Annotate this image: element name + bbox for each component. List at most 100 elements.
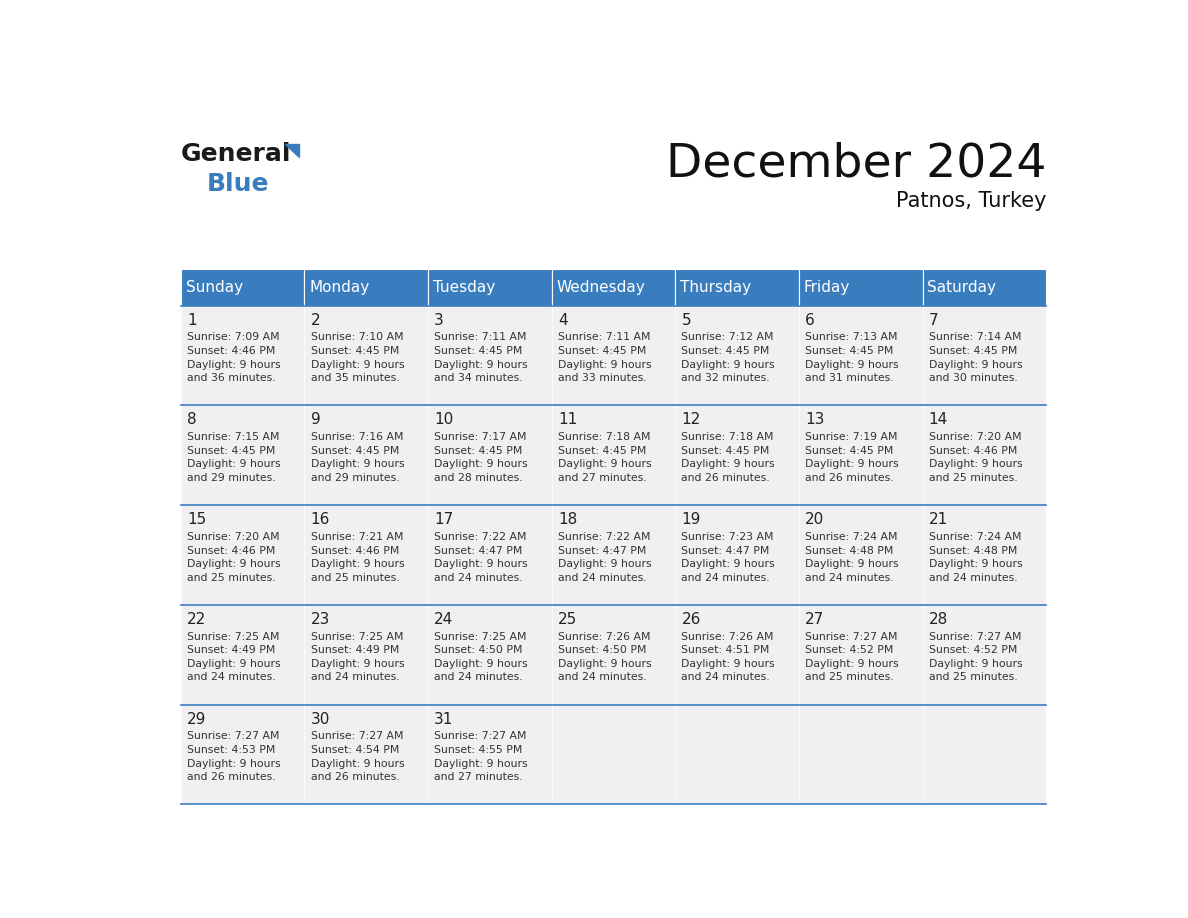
Bar [304,704,428,804]
Text: 3: 3 [434,313,444,328]
Text: Thursday: Thursday [681,280,751,295]
Bar [551,269,675,306]
Text: 20: 20 [805,512,824,527]
Text: Sunrise: 7:25 AM
Sunset: 4:49 PM
Daylight: 9 hours
and 24 minutes.: Sunrise: 7:25 AM Sunset: 4:49 PM Dayligh… [310,632,404,682]
Text: 13: 13 [805,412,824,428]
Bar [798,406,923,505]
Text: Sunrise: 7:14 AM
Sunset: 4:45 PM
Daylight: 9 hours
and 30 minutes.: Sunrise: 7:14 AM Sunset: 4:45 PM Dayligh… [929,332,1023,383]
Text: Sunrise: 7:27 AM
Sunset: 4:55 PM
Daylight: 9 hours
and 27 minutes.: Sunrise: 7:27 AM Sunset: 4:55 PM Dayligh… [434,732,527,782]
Bar [675,605,798,704]
Text: 18: 18 [558,512,577,527]
Text: Sunrise: 7:22 AM
Sunset: 4:47 PM
Daylight: 9 hours
and 24 minutes.: Sunrise: 7:22 AM Sunset: 4:47 PM Dayligh… [558,532,651,583]
Text: 10: 10 [434,412,454,428]
Text: Friday: Friday [804,280,851,295]
Text: 24: 24 [434,612,454,627]
Text: 2: 2 [310,313,321,328]
Text: 23: 23 [310,612,330,627]
Bar [428,704,551,804]
Text: Sunrise: 7:11 AM
Sunset: 4:45 PM
Daylight: 9 hours
and 33 minutes.: Sunrise: 7:11 AM Sunset: 4:45 PM Dayligh… [558,332,651,383]
Text: Sunrise: 7:27 AM
Sunset: 4:53 PM
Daylight: 9 hours
and 26 minutes.: Sunrise: 7:27 AM Sunset: 4:53 PM Dayligh… [187,732,280,782]
Text: 16: 16 [310,512,330,527]
Bar [428,505,551,605]
Text: 31: 31 [434,711,454,727]
Text: 1: 1 [187,313,196,328]
Bar [181,505,304,605]
Bar [923,704,1047,804]
Text: 9: 9 [310,412,321,428]
Bar [551,406,675,505]
Text: Sunrise: 7:26 AM
Sunset: 4:50 PM
Daylight: 9 hours
and 24 minutes.: Sunrise: 7:26 AM Sunset: 4:50 PM Dayligh… [558,632,651,682]
Bar [923,306,1047,406]
Bar [923,269,1047,306]
Text: Sunrise: 7:19 AM
Sunset: 4:45 PM
Daylight: 9 hours
and 26 minutes.: Sunrise: 7:19 AM Sunset: 4:45 PM Dayligh… [805,432,898,483]
Bar [798,269,923,306]
Bar [428,306,551,406]
Bar [551,505,675,605]
Bar [181,306,304,406]
Bar [798,505,923,605]
Text: 15: 15 [187,512,207,527]
Bar [304,406,428,505]
Text: Sunrise: 7:13 AM
Sunset: 4:45 PM
Daylight: 9 hours
and 31 minutes.: Sunrise: 7:13 AM Sunset: 4:45 PM Dayligh… [805,332,898,383]
Text: Sunrise: 7:15 AM
Sunset: 4:45 PM
Daylight: 9 hours
and 29 minutes.: Sunrise: 7:15 AM Sunset: 4:45 PM Dayligh… [187,432,280,483]
Bar [551,704,675,804]
Text: Sunrise: 7:22 AM
Sunset: 4:47 PM
Daylight: 9 hours
and 24 minutes.: Sunrise: 7:22 AM Sunset: 4:47 PM Dayligh… [434,532,527,583]
Text: 27: 27 [805,612,824,627]
Bar [181,704,304,804]
Text: 14: 14 [929,412,948,428]
Text: 30: 30 [310,711,330,727]
Bar [304,269,428,306]
Text: 4: 4 [558,313,568,328]
Bar [675,269,798,306]
Bar [923,605,1047,704]
Text: 28: 28 [929,612,948,627]
Text: 22: 22 [187,612,207,627]
Bar [304,605,428,704]
Text: 5: 5 [682,313,691,328]
Text: 7: 7 [929,313,939,328]
Text: Sunrise: 7:25 AM
Sunset: 4:49 PM
Daylight: 9 hours
and 24 minutes.: Sunrise: 7:25 AM Sunset: 4:49 PM Dayligh… [187,632,280,682]
Text: 21: 21 [929,512,948,527]
Text: Sunrise: 7:20 AM
Sunset: 4:46 PM
Daylight: 9 hours
and 25 minutes.: Sunrise: 7:20 AM Sunset: 4:46 PM Dayligh… [187,532,280,583]
Text: Sunrise: 7:23 AM
Sunset: 4:47 PM
Daylight: 9 hours
and 24 minutes.: Sunrise: 7:23 AM Sunset: 4:47 PM Dayligh… [682,532,775,583]
Text: 29: 29 [187,711,207,727]
Text: 25: 25 [558,612,577,627]
Bar [551,605,675,704]
Bar [428,269,551,306]
Text: Saturday: Saturday [928,280,997,295]
Text: 17: 17 [434,512,454,527]
Text: 8: 8 [187,412,196,428]
Text: Sunrise: 7:27 AM
Sunset: 4:52 PM
Daylight: 9 hours
and 25 minutes.: Sunrise: 7:27 AM Sunset: 4:52 PM Dayligh… [805,632,898,682]
Bar [181,406,304,505]
Bar [181,605,304,704]
Text: 26: 26 [682,612,701,627]
Text: 6: 6 [805,313,815,328]
Bar [675,704,798,804]
Bar [798,704,923,804]
Text: December 2024: December 2024 [665,142,1047,187]
Bar [798,306,923,406]
Text: 11: 11 [558,412,577,428]
Text: Tuesday: Tuesday [432,280,495,295]
Text: Sunrise: 7:24 AM
Sunset: 4:48 PM
Daylight: 9 hours
and 24 minutes.: Sunrise: 7:24 AM Sunset: 4:48 PM Dayligh… [805,532,898,583]
Bar [675,306,798,406]
Bar [923,505,1047,605]
Bar [304,505,428,605]
Text: Sunrise: 7:12 AM
Sunset: 4:45 PM
Daylight: 9 hours
and 32 minutes.: Sunrise: 7:12 AM Sunset: 4:45 PM Dayligh… [682,332,775,383]
Text: 19: 19 [682,512,701,527]
Text: Sunrise: 7:25 AM
Sunset: 4:50 PM
Daylight: 9 hours
and 24 minutes.: Sunrise: 7:25 AM Sunset: 4:50 PM Dayligh… [434,632,527,682]
Text: Sunrise: 7:26 AM
Sunset: 4:51 PM
Daylight: 9 hours
and 24 minutes.: Sunrise: 7:26 AM Sunset: 4:51 PM Dayligh… [682,632,775,682]
Text: Sunrise: 7:09 AM
Sunset: 4:46 PM
Daylight: 9 hours
and 36 minutes.: Sunrise: 7:09 AM Sunset: 4:46 PM Dayligh… [187,332,280,383]
Text: Sunrise: 7:21 AM
Sunset: 4:46 PM
Daylight: 9 hours
and 25 minutes.: Sunrise: 7:21 AM Sunset: 4:46 PM Dayligh… [310,532,404,583]
Text: Sunrise: 7:17 AM
Sunset: 4:45 PM
Daylight: 9 hours
and 28 minutes.: Sunrise: 7:17 AM Sunset: 4:45 PM Dayligh… [434,432,527,483]
Bar [675,406,798,505]
Text: Sunrise: 7:24 AM
Sunset: 4:48 PM
Daylight: 9 hours
and 24 minutes.: Sunrise: 7:24 AM Sunset: 4:48 PM Dayligh… [929,532,1023,583]
Text: Sunrise: 7:11 AM
Sunset: 4:45 PM
Daylight: 9 hours
and 34 minutes.: Sunrise: 7:11 AM Sunset: 4:45 PM Dayligh… [434,332,527,383]
Text: Sunday: Sunday [185,280,242,295]
Bar [798,605,923,704]
Polygon shape [285,144,298,157]
Bar [923,406,1047,505]
Bar [428,406,551,505]
Text: Patnos, Turkey: Patnos, Turkey [896,192,1047,211]
Bar [181,269,304,306]
